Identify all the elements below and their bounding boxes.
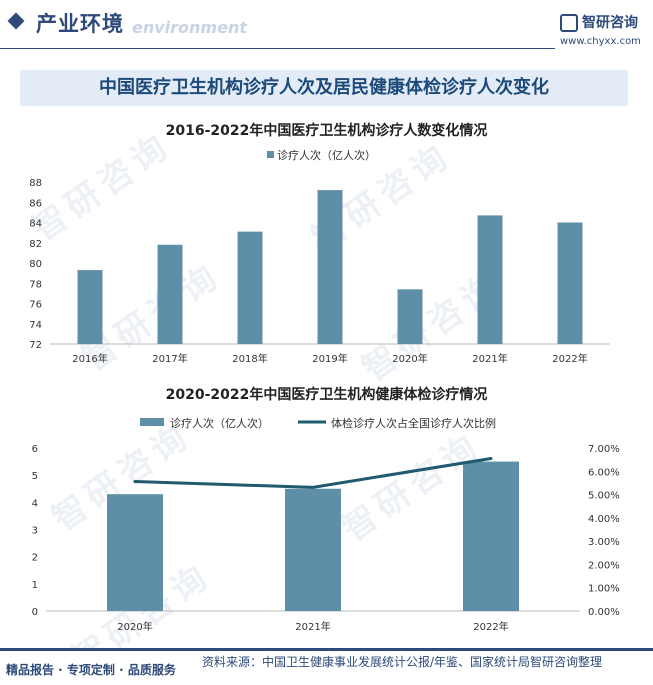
y-tick-label: 88 (29, 178, 42, 189)
legend-label: 诊疗人次（亿人次） (170, 416, 269, 430)
y2-tick-label: 0.00% (588, 607, 620, 618)
y-tick-label: 78 (29, 279, 42, 290)
y-tick-label: 2 (32, 553, 38, 564)
x-tick-label: 2022年 (473, 620, 508, 633)
y-tick-label: 76 (29, 300, 42, 311)
series-line (134, 456, 492, 489)
chart2-svg: 诊疗人次（亿人次） 体检诊疗人次占全国诊疗人次比例 0 1 2 3 4 5 6 0.00% 1.00… (32, 416, 620, 633)
bar (285, 488, 341, 611)
y2-tick-label: 3.00% (588, 537, 620, 548)
y-tick-label: 6 (32, 444, 38, 455)
banner-title: 中国医疗卫生机构诊疗人次及居民健康体检诊疗人次变化 (20, 70, 628, 106)
chart1-svg: 诊疗人次（亿人次） 72 74 76 78 80 82 84 86 88 2016年 2017年 201… (29, 148, 610, 365)
y2-tick-label: 1.00% (588, 584, 620, 595)
header-divider (0, 48, 555, 49)
y2-tick-label: 5.00% (588, 491, 620, 502)
bar (237, 231, 263, 344)
bar (477, 215, 503, 344)
line-point (311, 485, 315, 489)
x-tick-label: 2022年 (552, 352, 587, 365)
y-tick-label: 84 (29, 219, 42, 230)
bar (317, 190, 343, 344)
bar (557, 222, 583, 344)
footer: 精品报告 · 专项定制 · 品质服务 资料来源：中国卫生健康事业发展统计公报/年… (0, 648, 653, 685)
legend-swatch (140, 418, 164, 426)
footer-source: 资料来源：中国卫生健康事业发展统计公报/年鉴、国家统计局智研咨询整理 (202, 655, 603, 669)
section-subtitle: environment (132, 18, 247, 37)
y2-tick-label: 2.00% (588, 560, 620, 571)
logo-text: 智研咨询 (582, 15, 638, 31)
chart1-title: 2016-2022年中国医疗卫生机构诊疗人数变化情况 (165, 123, 488, 139)
y-tick-label: 5 (32, 471, 38, 482)
line-point (133, 480, 137, 484)
y-tick-label: 72 (29, 340, 42, 351)
x-tick-label: 2020年 (117, 620, 152, 633)
page-header: 产业环境 environment 智研咨询 www.chyxx.com (0, 0, 653, 56)
section-title: 产业环境 (36, 12, 124, 36)
legend-label: 体检诊疗人次占全国诊疗人次比例 (331, 416, 496, 430)
y-tick-label: 86 (29, 198, 42, 209)
y-tick-label: 82 (29, 239, 42, 250)
y2-tick-label: 7.00% (588, 444, 620, 455)
bar (77, 270, 103, 344)
y-tick-label: 1 (32, 580, 38, 591)
y2-tick-label: 4.00% (588, 514, 620, 525)
x-tick-label: 2019年 (312, 352, 347, 365)
logo-url: www.chyxx.com (560, 36, 641, 47)
x-tick-label: 2017年 (152, 352, 187, 365)
logo-icon (560, 14, 578, 32)
chart2-title: 2020-2022年中国医疗卫生机构健康体检诊疗情况 (165, 387, 488, 403)
bar (157, 244, 183, 344)
legend-swatch (267, 151, 274, 158)
y2-tick-label: 6.00% (588, 467, 620, 478)
y-tick-label: 0 (32, 607, 38, 618)
line-point (489, 456, 493, 460)
bar (463, 461, 519, 611)
x-tick-label: 2016年 (72, 352, 107, 365)
bar (397, 289, 423, 344)
x-tick-label: 2018年 (232, 352, 267, 365)
x-tick-label: 2020年 (392, 352, 427, 365)
x-tick-label: 2021年 (472, 352, 507, 365)
legend-label: 诊疗人次（亿人次） (277, 148, 376, 162)
y-tick-label: 74 (29, 320, 42, 331)
y-tick-label: 3 (32, 526, 38, 537)
y-tick-label: 80 (29, 259, 42, 270)
footer-tagline: 精品报告 · 专项定制 · 品质服务 (6, 663, 176, 677)
bar (107, 494, 163, 611)
y-tick-label: 4 (32, 498, 38, 509)
x-tick-label: 2021年 (295, 620, 330, 633)
